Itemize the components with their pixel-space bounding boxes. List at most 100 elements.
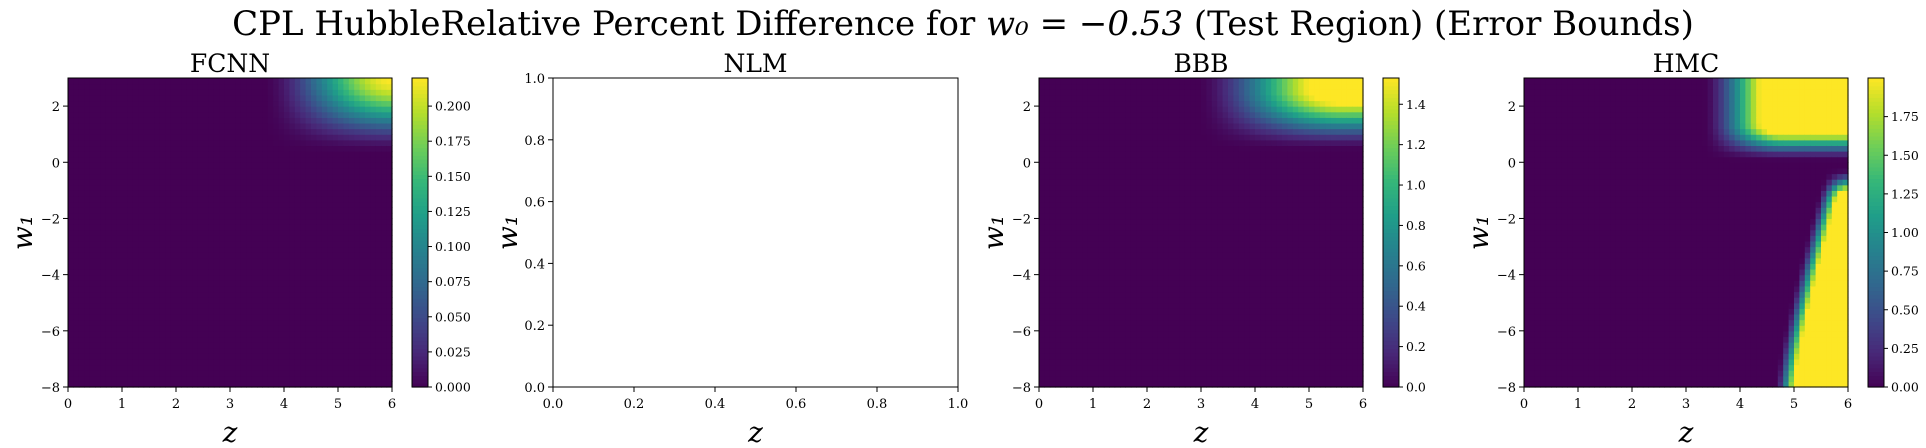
fcnn-heatmap-cell — [311, 207, 317, 214]
fcnn-heatmap-cell — [170, 184, 177, 191]
fcnn-heatmap-cell — [95, 167, 101, 175]
fcnn-heatmap-cell — [100, 235, 107, 242]
fcnn-heatmap-cell — [327, 319, 334, 326]
bbb-heatmap-cell — [1066, 347, 1072, 354]
fcnn-heatmap-cell — [84, 263, 91, 270]
fcnn-heatmap-cell — [284, 83, 290, 90]
fcnn-heatmap-cell — [246, 347, 253, 354]
fcnn-heatmap-cell — [300, 162, 307, 169]
fcnn-heatmap-cell — [343, 122, 350, 130]
fcnn-heatmap-cell — [78, 375, 85, 382]
fcnn-heatmap-cell — [365, 235, 371, 242]
fcnn-heatmap-cell — [338, 134, 344, 141]
fcnn-heatmap-cell — [95, 78, 101, 85]
fcnn-heatmap-cell — [68, 313, 74, 321]
fcnn-heatmap-cell — [176, 212, 182, 220]
fcnn-heatmap-cell — [105, 218, 112, 225]
bbb-heatmap-cell — [1120, 342, 1126, 349]
fcnn-heatmap-cell — [186, 291, 193, 298]
fcnn-heatmap-cell — [197, 224, 204, 231]
bbb-heatmap-cell — [1136, 106, 1143, 113]
fcnn-heatmap-cell — [73, 364, 80, 371]
fcnn-heatmap-cell — [262, 117, 269, 124]
bbb-heatmap-cell — [1082, 128, 1089, 135]
fcnn-heatmap-cell — [284, 308, 290, 315]
fcnn-heatmap-cell — [73, 353, 80, 360]
fcnn-heatmap-cell — [246, 308, 253, 315]
fcnn-heatmap-cell — [386, 313, 393, 321]
bbb-heatmap-cell — [1060, 201, 1067, 208]
fcnn-heatmap-cell — [230, 122, 236, 130]
bbb-heatmap-cell — [1168, 347, 1175, 354]
fcnn-heatmap-cell — [235, 302, 242, 309]
fcnn-heatmap-cell — [246, 358, 253, 366]
bbb-heatmap-cell — [1087, 195, 1094, 203]
fcnn-heatmap-cell — [165, 78, 172, 85]
fcnn-heatmap-cell — [203, 229, 209, 236]
fcnn-heatmap-cell — [105, 117, 112, 124]
fcnn-heatmap-cell — [197, 274, 204, 281]
fcnn-heatmap-cell — [300, 313, 307, 321]
fcnn-heatmap-cell — [203, 207, 209, 214]
bbb-heatmap-cell — [1055, 117, 1062, 124]
bbb-heatmap-cell — [1076, 291, 1083, 298]
fcnn-heatmap-cell — [381, 145, 388, 152]
fcnn-heatmap-cell — [257, 173, 263, 180]
fcnn-heatmap-cell — [305, 167, 312, 175]
bbb-heatmap-cell — [1120, 319, 1126, 326]
fcnn-heatmap-cell — [300, 269, 307, 276]
fcnn-heatmap-cell — [78, 151, 85, 158]
fcnn-heatmap-cell — [176, 83, 182, 90]
bbb-heatmap-cell — [1147, 162, 1153, 169]
fcnn-heatmap-cell — [127, 313, 134, 321]
fcnn-heatmap-cell — [354, 111, 361, 118]
fcnn-heatmap-cell — [343, 145, 350, 152]
bbb-heatmap-cell — [1130, 151, 1137, 158]
bbb-heatmap-cell — [1120, 308, 1126, 315]
fcnn-heatmap-cell — [273, 252, 280, 259]
bbb-heatmap-cell — [1049, 375, 1056, 382]
fcnn-heatmap-cell — [235, 78, 242, 85]
fcnn-heatmap-cell — [176, 134, 182, 141]
figure-title-prefix: CPL HubbleRelative Percent Difference fo… — [232, 4, 987, 44]
fcnn-heatmap-cell — [78, 246, 85, 253]
fcnn-heatmap-cell — [284, 224, 290, 231]
fcnn-heatmap-cell — [257, 308, 263, 315]
fcnn-heatmap-cell — [208, 291, 215, 298]
fcnn-heatmap-cell — [186, 139, 193, 147]
fcnn-heatmap-cell — [327, 364, 334, 371]
fcnn-heatmap-cell — [89, 78, 96, 85]
bbb-heatmap-cell — [1103, 145, 1110, 152]
fcnn-heatmap-cell — [219, 285, 226, 293]
fcnn-heatmap-cell — [294, 94, 301, 102]
fcnn-heatmap-cell — [230, 151, 236, 158]
fcnn-heatmap-cell — [186, 78, 193, 85]
fcnn-heatmap-cell — [84, 240, 91, 248]
fcnn-heatmap-cell — [278, 364, 285, 371]
bbb-heatmap-cell — [1087, 342, 1094, 349]
figure-title-math: w₀ = −0.53 — [986, 4, 1184, 44]
fcnn-heatmap-cell — [149, 347, 155, 354]
fcnn-heatmap-cell — [138, 302, 145, 309]
fcnn-heatmap-cell — [68, 297, 74, 304]
bbb-heatmap-cell — [1184, 134, 1191, 141]
fcnn-heatmap-cell — [116, 89, 123, 96]
fcnn-heatmap-cell — [100, 257, 107, 264]
fcnn-heatmap-cell — [235, 224, 242, 231]
fcnn-heatmap-cell — [95, 94, 101, 102]
fcnn-heatmap-cell — [219, 94, 226, 102]
fcnn-heatmap-cell — [321, 122, 328, 130]
fcnn-heatmap-cell — [89, 347, 96, 354]
fcnn-heatmap-cell — [386, 134, 393, 141]
bbb-heatmap-cell — [1125, 212, 1132, 220]
fcnn-heatmap-cell — [240, 319, 247, 326]
bbb-heatmap-cell — [1060, 370, 1067, 377]
fcnn-heatmap-cell — [284, 134, 290, 141]
bbb-heatmap-cell — [1087, 240, 1094, 248]
fcnn-heatmap-cell — [159, 78, 166, 85]
bbb-heatmap-cell — [1076, 184, 1083, 191]
fcnn-heatmap-cell — [284, 269, 290, 276]
bbb-heatmap-cell — [1039, 274, 1045, 281]
bbb-heatmap-cell — [1044, 145, 1051, 152]
bbb-heatmap-cell — [1136, 375, 1143, 382]
